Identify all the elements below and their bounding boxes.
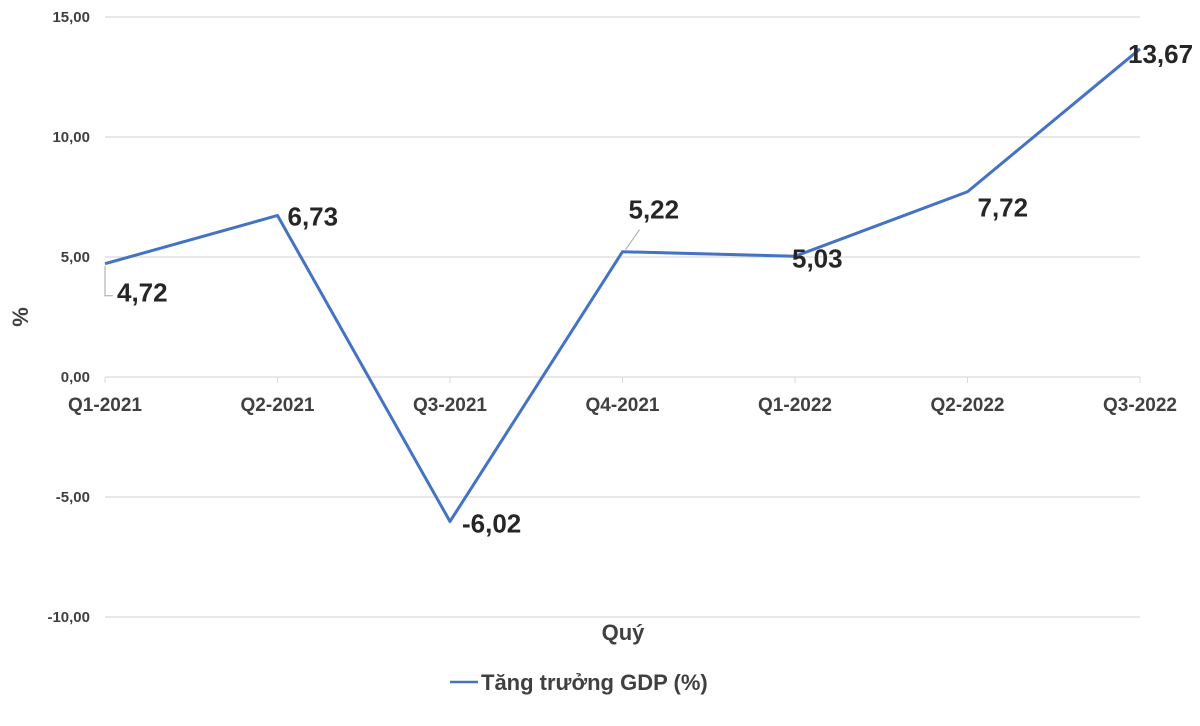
x-tick-label: Q4-2021 bbox=[586, 395, 660, 416]
data-label: 7,72 bbox=[978, 193, 1029, 223]
legend: Tăng trưởng GDP (%) bbox=[450, 670, 708, 695]
data-label: -6,02 bbox=[462, 508, 521, 538]
data-label: 5,22 bbox=[629, 195, 680, 225]
x-tick-label: Q2-2021 bbox=[241, 395, 315, 416]
legend-label: Tăng trưởng GDP (%) bbox=[481, 670, 708, 695]
y-tick-label: 5,00 bbox=[61, 249, 90, 266]
leader-line bbox=[104, 265, 113, 297]
x-tick-label: Q3-2021 bbox=[413, 395, 487, 416]
data-label: 4,72 bbox=[117, 278, 168, 308]
x-tick-label: Q1-2021 bbox=[68, 395, 142, 416]
x-axis-ticks: Q1-2021 Q2-2021 Q3-2021 Q4-2021 Q1-2022 Q2-20… bbox=[68, 377, 1177, 416]
y-tick-label: -10,00 bbox=[47, 609, 90, 626]
x-tick-label: Q3-2022 bbox=[1103, 395, 1177, 416]
y-tick-label: 10,00 bbox=[52, 129, 90, 146]
y-tick-label: 15,00 bbox=[52, 9, 90, 26]
data-label: 13,67 bbox=[1128, 39, 1193, 69]
data-label: 6,73 bbox=[288, 201, 339, 231]
gridlines bbox=[105, 16, 1140, 618]
y-axis-ticks: 15,00 10,00 5,00 0,00 -5,00 -10,00 bbox=[47, 9, 90, 626]
x-tick-label: Q2-2022 bbox=[931, 395, 1005, 416]
data-labels: 4,72 6,73 -6,02 5,22 5,03 7,72 13,67 bbox=[104, 39, 1193, 538]
x-axis-title: Quý bbox=[602, 620, 646, 645]
series-line bbox=[104, 47, 1141, 523]
y-tick-label: -5,00 bbox=[56, 489, 90, 506]
leader-line bbox=[625, 229, 640, 251]
y-tick-label: 0,00 bbox=[61, 369, 90, 386]
data-label: 5,03 bbox=[792, 243, 843, 273]
gdp-line bbox=[104, 47, 1141, 523]
x-tick-label: Q1-2022 bbox=[758, 395, 832, 416]
y-axis-title: % bbox=[8, 307, 33, 327]
